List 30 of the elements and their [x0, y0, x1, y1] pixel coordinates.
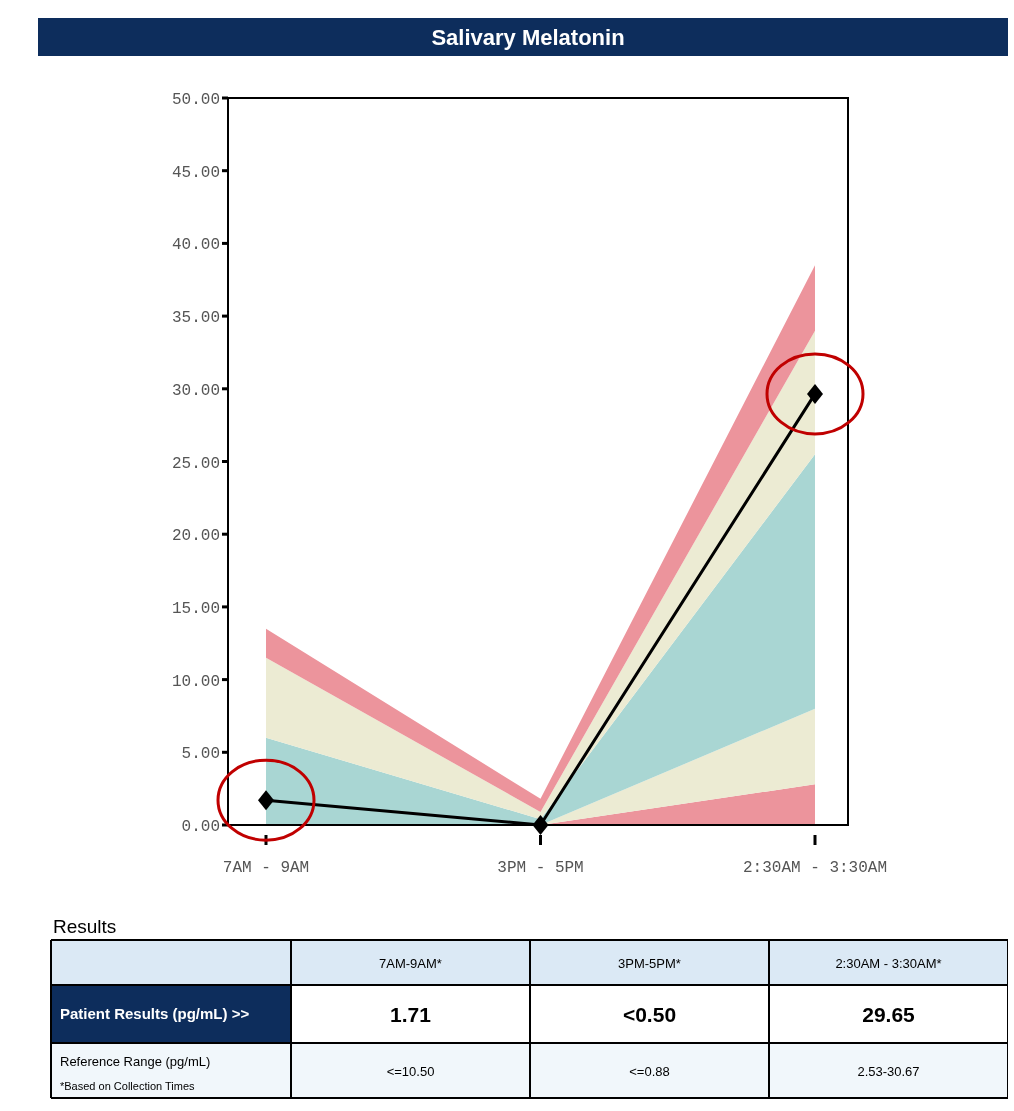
text: Reference Range (pg/mL) [60, 1054, 211, 1069]
text: <=0.88 [629, 1064, 670, 1079]
text: <0.50 [622, 1003, 677, 1026]
text: 2.53-30.67 [857, 1064, 920, 1079]
y-tick-label: 5.00 [181, 745, 220, 764]
text: 3PM-5PM* [618, 956, 681, 971]
text: <=10.50 [386, 1064, 435, 1079]
text: 1.71 [390, 1003, 432, 1026]
y-tick-label: 35.00 [171, 309, 220, 328]
y-tick-label: 15.00 [171, 599, 220, 618]
chart-title: Salivary Melatonin [431, 25, 625, 50]
text: *Based on Collection Times [60, 1080, 196, 1092]
x-tick-label: 3PM - 5PM [497, 859, 584, 877]
text: Patient Results (pg/mL) >> [60, 1005, 250, 1022]
y-tick-label: 25.00 [171, 454, 220, 473]
y-tick-label: 0.00 [181, 818, 220, 836]
y-tick-label: 20.00 [171, 527, 220, 546]
y-tick-label: 50.00 [171, 91, 220, 109]
text: 29.65 [862, 1003, 916, 1026]
y-tick-label: 30.00 [171, 381, 220, 400]
point [807, 383, 823, 404]
y-tick-label: 10.00 [171, 672, 220, 691]
text: Results [53, 916, 117, 937]
point [258, 790, 274, 811]
text: 2:30AM - 3:30AM* [835, 956, 942, 971]
y-tick-label: 45.00 [171, 163, 220, 182]
text: 7AM-9AM* [379, 956, 442, 971]
y-tick-label: 40.00 [171, 236, 220, 255]
x-tick-label: 2:30AM - 3:30AM [742, 859, 888, 877]
x-tick-label: 7AM - 9AM [222, 859, 310, 877]
